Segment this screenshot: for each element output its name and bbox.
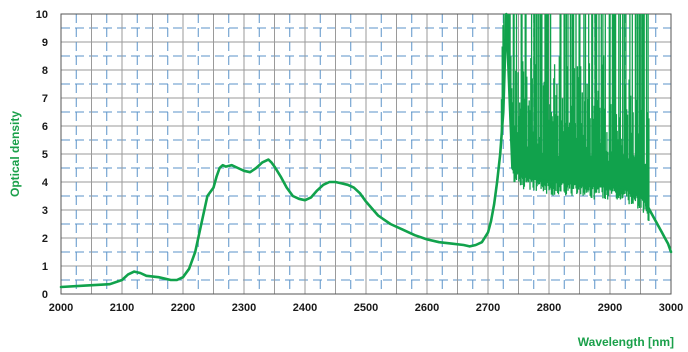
series-line [59,12,673,289]
x-tick-label: 2200 [171,302,195,314]
x-tick-label: 3000 [659,302,683,314]
y-tick-label: 1 [42,261,48,273]
x-tick-label: 2800 [537,302,561,314]
y-tick-label: 2 [42,233,48,245]
y-tick-label: 10 [36,9,48,21]
x-tick-label: 2500 [354,302,378,314]
plot-frame [60,13,672,295]
x-tick-label: 2100 [110,302,134,314]
x-tick-label: 2300 [232,302,256,314]
x-tick-label: 2600 [415,302,439,314]
x-tick-label: 2000 [49,302,73,314]
x-tick-label: 2700 [476,302,500,314]
y-tick-label: 8 [42,65,48,77]
x-tick-label: 2900 [598,302,622,314]
y-tick-label: 7 [42,93,48,105]
y-tick-label: 9 [42,37,48,49]
y-tick-label: 0 [42,289,48,301]
x-tick-label: 2400 [293,302,317,314]
y-axis-label: Optical density [8,111,22,197]
y-tick-label: 4 [42,177,49,189]
y-tick-labels: 0 1 2 3 4 5 6 7 8 9 10 [36,9,49,301]
y-tick-label: 6 [42,121,48,133]
x-tick-labels: 2000 2100 2200 2300 2400 2500 2600 2700 2800 2900… [49,302,683,314]
y-tick-label: 3 [42,205,48,217]
x-axis-label: Wavelength [nm] [578,335,674,349]
y-tick-label: 5 [42,149,48,161]
